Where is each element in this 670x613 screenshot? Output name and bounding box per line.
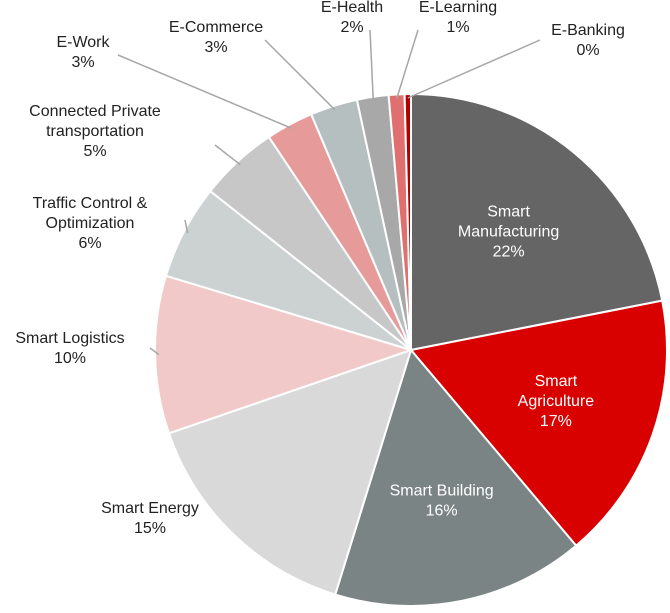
pie-slice-smart-agriculture [409, 299, 668, 548]
slice-value: 2% [340, 19, 363, 36]
slice-name: Agriculture [518, 393, 595, 410]
slice-name: E-Commerce [169, 19, 263, 36]
slice-label-smart-manufacturing: Smart Manufacturing 22% [458, 203, 559, 260]
slice-value: 10% [54, 350, 86, 367]
slice-name: Traffic Control & [33, 195, 148, 212]
slice-name: transportation [46, 123, 144, 140]
leader-line-e-health [369, 29, 375, 101]
slice-label-smart-logistics: Smart Logistics 10% [15, 330, 124, 367]
slice-name: Smart Building [390, 483, 494, 500]
slice-name: Optimization [46, 215, 135, 232]
slice-name: E-Banking [551, 22, 625, 39]
slice-name: Smart [487, 203, 530, 220]
slice-label-e-banking: E-Banking 0% [551, 22, 625, 59]
slice-name: Manufacturing [458, 223, 559, 240]
leader-line-e-commerce [264, 39, 336, 111]
slice-labels: Smart Manufacturing 22% Smart Agriculture 17%… [15, 0, 625, 537]
leader-line-smart-logistics [149, 347, 160, 356]
leader-line-e-banking [407, 39, 541, 99]
pie-slice-smart-manufacturing [410, 92, 664, 352]
slice-label-smart-energy: Smart Energy 15% [101, 500, 199, 537]
pie-slice-e-banking [403, 92, 412, 351]
leader-line-connected-private-transportation [214, 144, 241, 166]
slice-name: Connected Private [29, 103, 161, 120]
leader-line-e-learning [396, 29, 419, 99]
slice-name: Smart Energy [101, 500, 199, 517]
slice-value: 1% [446, 19, 469, 36]
leader-line-e-work [117, 54, 292, 129]
pie-slice-smart-building [333, 347, 578, 608]
slice-value: 3% [71, 54, 94, 71]
slice-label-e-commerce: E-Commerce 3% [169, 19, 263, 56]
slice-value: 15% [134, 520, 166, 537]
slice-value: 17% [540, 413, 572, 430]
slice-name: Smart [535, 373, 578, 390]
pie-slice-smart-energy [167, 348, 413, 596]
slice-value: 5% [83, 143, 106, 160]
slice-value: 6% [78, 235, 101, 252]
slice-label-smart-building: Smart Building 16% [390, 483, 494, 520]
slice-value: 0% [576, 42, 599, 59]
leader-lines [117, 29, 541, 356]
pie-slice-smart-logistics [153, 274, 415, 435]
slice-label-smart-agriculture: Smart Agriculture 17% [518, 373, 595, 430]
slice-name: Smart Logistics [15, 330, 124, 347]
leader-line-traffic-control-and-optimization [184, 219, 189, 234]
slice-label-traffic-control-and-optimization: Traffic Control & Optimization 6% [33, 195, 148, 252]
slice-value: 16% [426, 503, 458, 520]
slice-name: E-Health [321, 0, 383, 16]
slice-name: E-Work [56, 34, 110, 51]
slice-label-e-learning: E-Learning 1% [419, 0, 497, 36]
slice-value: 22% [493, 243, 525, 260]
slice-label-connected-private-transportation: Connected Private transportation 5% [29, 103, 161, 160]
slice-value: 3% [204, 39, 227, 56]
slice-name: E-Learning [419, 0, 497, 16]
pie-slices [153, 92, 668, 608]
slice-label-e-work: E-Work 3% [56, 34, 110, 71]
slice-label-e-health: E-Health 2% [321, 0, 383, 36]
